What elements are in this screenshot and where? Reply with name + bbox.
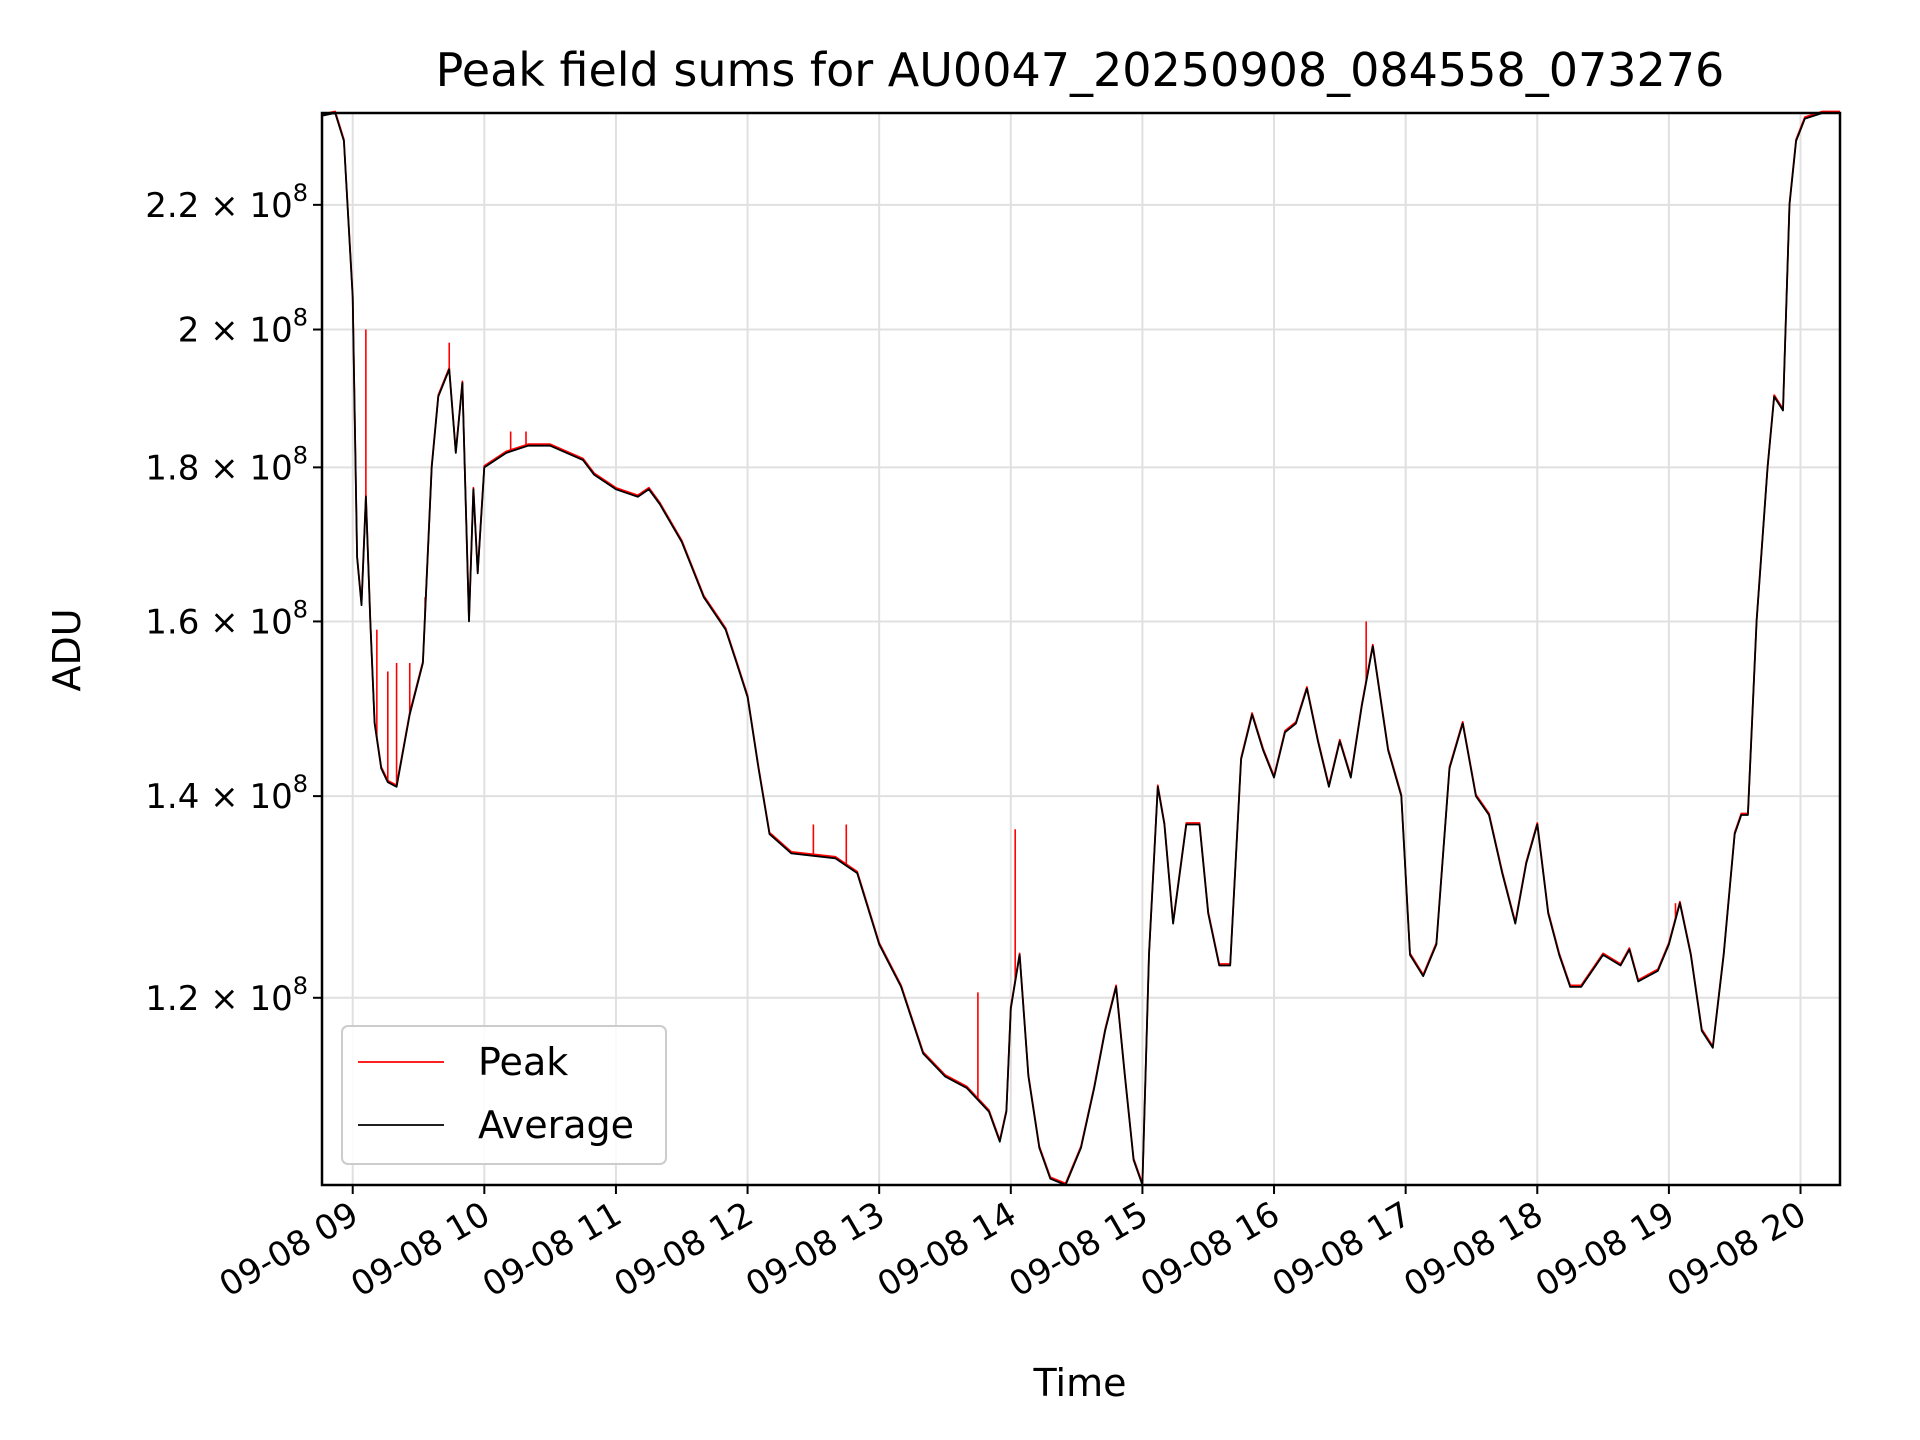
legend-label-average: Average [478, 1103, 634, 1147]
y-tick-label: 2.2 × 108 [145, 179, 308, 226]
grid [322, 113, 1840, 1185]
x-tick-label: 09-08 12 [608, 1194, 760, 1305]
legend-label-peak: Peak [478, 1040, 568, 1084]
y-tick-label: 2 × 108 [178, 304, 308, 351]
x-tick-label: 09-08 16 [1134, 1194, 1286, 1305]
x-tick-label: 09-08 17 [1266, 1194, 1418, 1305]
x-tick-label: 09-08 13 [739, 1194, 891, 1305]
chart-title: Peak field sums for AU0047_20250908_0845… [436, 43, 1725, 97]
x-tick-label: 09-08 11 [476, 1194, 628, 1305]
series-line-average [321, 112, 1840, 1186]
x-tick-label: 09-08 18 [1397, 1194, 1549, 1305]
x-tick-label: 09-08 14 [871, 1194, 1023, 1305]
y-tick-label: 1.4 × 108 [145, 770, 308, 817]
legend-box [341, 1025, 667, 1165]
plot-frame [320, 111, 1842, 1187]
y-axis: 1.2 × 108 1.4 × 108 1.6 × 108 1.8 × 108 2 × … [145, 179, 322, 1019]
x-tick-label: 09-08 20 [1661, 1194, 1813, 1305]
series-layer [321, 110, 1840, 1186]
y-tick-label: 1.2 × 108 [145, 972, 308, 1019]
x-tick-label: 09-08 15 [1003, 1194, 1155, 1305]
series-line-peak [321, 110, 1840, 1185]
x-tick-label: 09-08 09 [213, 1194, 365, 1305]
legend: Peak Average [341, 1025, 667, 1165]
x-tick-label: 09-08 10 [344, 1194, 496, 1305]
x-tick-label: 09-08 19 [1529, 1194, 1681, 1305]
y-tick-label: 1.6 × 108 [145, 595, 308, 642]
x-axis-label: Time [1033, 1361, 1127, 1405]
y-axis-label: ADU [45, 608, 89, 691]
y-tick-label: 1.8 × 108 [145, 441, 308, 488]
